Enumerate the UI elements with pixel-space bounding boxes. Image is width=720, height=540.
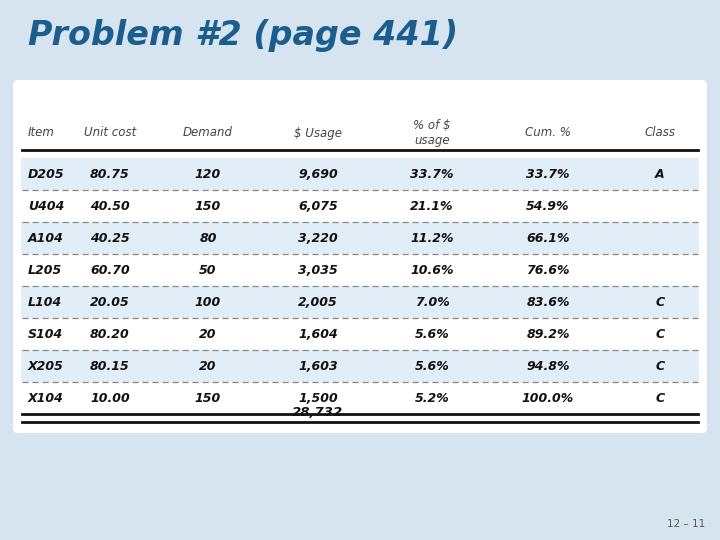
- Text: Item: Item: [28, 126, 55, 139]
- Text: 10.00: 10.00: [90, 392, 130, 404]
- Text: $ Usage: $ Usage: [294, 126, 342, 139]
- Text: 3,035: 3,035: [298, 264, 338, 276]
- Text: 54.9%: 54.9%: [526, 199, 570, 213]
- Text: 66.1%: 66.1%: [526, 232, 570, 245]
- Text: C: C: [655, 295, 665, 308]
- Bar: [21, 318, 699, 350]
- Text: 80: 80: [199, 232, 217, 245]
- FancyBboxPatch shape: [13, 80, 707, 433]
- Text: 83.6%: 83.6%: [526, 295, 570, 308]
- Text: 5.6%: 5.6%: [415, 327, 449, 341]
- Text: 120: 120: [195, 167, 221, 180]
- Text: 20: 20: [199, 360, 217, 373]
- Text: Demand: Demand: [183, 126, 233, 139]
- Text: 89.2%: 89.2%: [526, 327, 570, 341]
- Text: L104: L104: [28, 295, 62, 308]
- Bar: [21, 254, 699, 286]
- Text: C: C: [655, 392, 665, 404]
- Text: S104: S104: [28, 327, 63, 341]
- Text: L205: L205: [28, 264, 62, 276]
- Text: 7.0%: 7.0%: [415, 295, 449, 308]
- Text: 1,500: 1,500: [298, 392, 338, 404]
- Text: 6,075: 6,075: [298, 199, 338, 213]
- Text: 1,604: 1,604: [298, 327, 338, 341]
- Text: 1,603: 1,603: [298, 360, 338, 373]
- Text: 94.8%: 94.8%: [526, 360, 570, 373]
- Bar: [21, 382, 699, 414]
- Text: 3,220: 3,220: [298, 232, 338, 245]
- Text: C: C: [655, 327, 665, 341]
- Text: 12 – 11: 12 – 11: [667, 519, 705, 529]
- Text: X104: X104: [28, 392, 64, 404]
- Text: C: C: [655, 360, 665, 373]
- Text: Problem #2 (page 441): Problem #2 (page 441): [28, 18, 458, 51]
- Text: A: A: [655, 167, 665, 180]
- Text: 80.15: 80.15: [90, 360, 130, 373]
- Bar: [21, 158, 699, 190]
- Text: Class: Class: [644, 126, 675, 139]
- Text: 150: 150: [195, 199, 221, 213]
- Bar: [21, 350, 699, 382]
- Text: A104: A104: [28, 232, 64, 245]
- Text: 80.20: 80.20: [90, 327, 130, 341]
- Text: 80.75: 80.75: [90, 167, 130, 180]
- Text: X205: X205: [28, 360, 64, 373]
- Text: 11.2%: 11.2%: [410, 232, 454, 245]
- Text: 2,005: 2,005: [298, 295, 338, 308]
- Text: 10.6%: 10.6%: [410, 264, 454, 276]
- Text: 33.7%: 33.7%: [410, 167, 454, 180]
- Text: 28,732: 28,732: [292, 406, 343, 419]
- Bar: [21, 222, 699, 254]
- Text: 100.0%: 100.0%: [522, 392, 574, 404]
- Text: 100: 100: [195, 295, 221, 308]
- Text: 20: 20: [199, 327, 217, 341]
- Text: 60.70: 60.70: [90, 264, 130, 276]
- Text: 9,690: 9,690: [298, 167, 338, 180]
- Text: 5.2%: 5.2%: [415, 392, 449, 404]
- Text: 40.25: 40.25: [90, 232, 130, 245]
- Text: % of $
usage: % of $ usage: [413, 119, 451, 147]
- Text: U404: U404: [28, 199, 64, 213]
- Text: 50: 50: [199, 264, 217, 276]
- Text: D205: D205: [28, 167, 65, 180]
- Text: Cum. %: Cum. %: [525, 126, 571, 139]
- Bar: [21, 190, 699, 222]
- Text: 40.50: 40.50: [90, 199, 130, 213]
- Text: Unit cost: Unit cost: [84, 126, 136, 139]
- Text: 33.7%: 33.7%: [526, 167, 570, 180]
- Text: 21.1%: 21.1%: [410, 199, 454, 213]
- Text: 5.6%: 5.6%: [415, 360, 449, 373]
- Text: 76.6%: 76.6%: [526, 264, 570, 276]
- Text: 20.05: 20.05: [90, 295, 130, 308]
- Bar: [21, 286, 699, 318]
- Text: 150: 150: [195, 392, 221, 404]
